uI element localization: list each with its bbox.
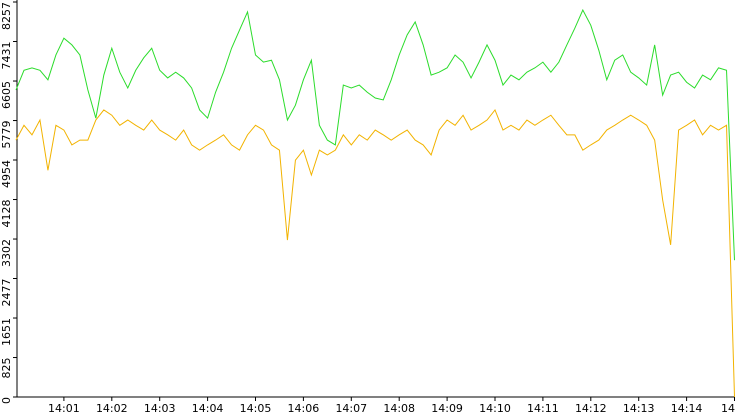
x-tick-label: 14:06 — [288, 402, 320, 415]
x-tick-label: 14:02 — [96, 402, 128, 415]
x-tick-label: 14:13 — [623, 402, 655, 415]
x-tick-label: 14 — [721, 402, 735, 415]
y-tick-label: 1651 — [0, 318, 13, 346]
y-tick-label: 6605 — [0, 81, 13, 109]
x-tick-label: 14:09 — [431, 402, 463, 415]
x-tick-label: 14:07 — [335, 402, 367, 415]
y-tick-label: 4954 — [0, 160, 13, 188]
y-tick-label: 3302 — [0, 239, 13, 267]
y-tick-label: 4128 — [0, 200, 13, 228]
x-tick-label: 14:01 — [48, 402, 80, 415]
x-tick-label: 14:11 — [527, 402, 559, 415]
y-tick-label: 8257 — [0, 2, 13, 30]
x-tick-label: 14:08 — [383, 402, 415, 415]
x-tick-label: 14:04 — [192, 402, 224, 415]
y-tick-label: 2477 — [0, 279, 13, 307]
y-tick-label: 0 — [0, 397, 13, 404]
y-tick-label: 5779 — [0, 121, 13, 149]
x-tick-label: 14:10 — [479, 402, 511, 415]
x-tick-label: 14:05 — [240, 402, 272, 415]
y-tick-label: 825 — [0, 358, 13, 379]
series-line — [15, 8, 735, 261]
x-tick-label: 14:12 — [575, 402, 607, 415]
y-tick-label: 7431 — [0, 42, 13, 70]
series-line — [15, 108, 735, 398]
x-tick-label: 14:03 — [144, 402, 176, 415]
x-tick-label: 14:14 — [671, 402, 703, 415]
